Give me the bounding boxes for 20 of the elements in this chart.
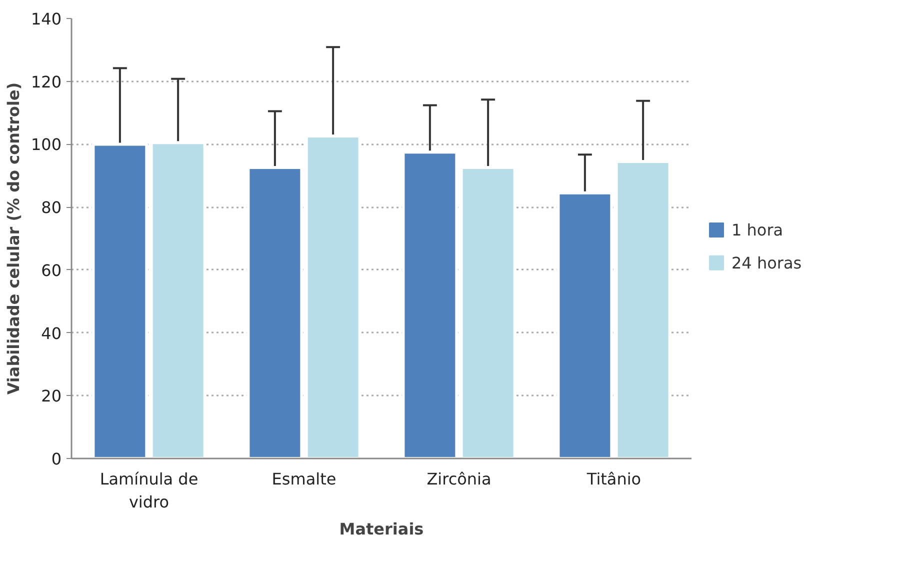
y-tick-label: 100 [30,135,62,154]
x-tick-label: Zircônia [426,470,492,488]
bar [402,150,458,458]
y-tick-label: 40 [41,324,62,343]
bar [246,166,304,458]
x-tick-label: Titânio [586,470,642,488]
bar [92,142,148,458]
legend-label: 1 hora [732,220,784,240]
y-tick-label: 60 [41,260,62,280]
x-tick-label: Esmalte [272,470,336,488]
bar [556,191,614,458]
y-tick-label: 140 [30,10,62,28]
x-tick-label: Lamínula de vidro [100,470,198,512]
y-tick-label: 0 [51,450,62,468]
x-axis-title: Materiais [339,519,424,538]
y-axis-title: Viabilidade celular (% do controle) [4,82,23,395]
y-tick-label: 20 [41,386,62,406]
y-tick-label: 120 [30,72,62,92]
legend-label: 24 horas [732,253,802,272]
y-tick-label: 80 [41,198,62,218]
